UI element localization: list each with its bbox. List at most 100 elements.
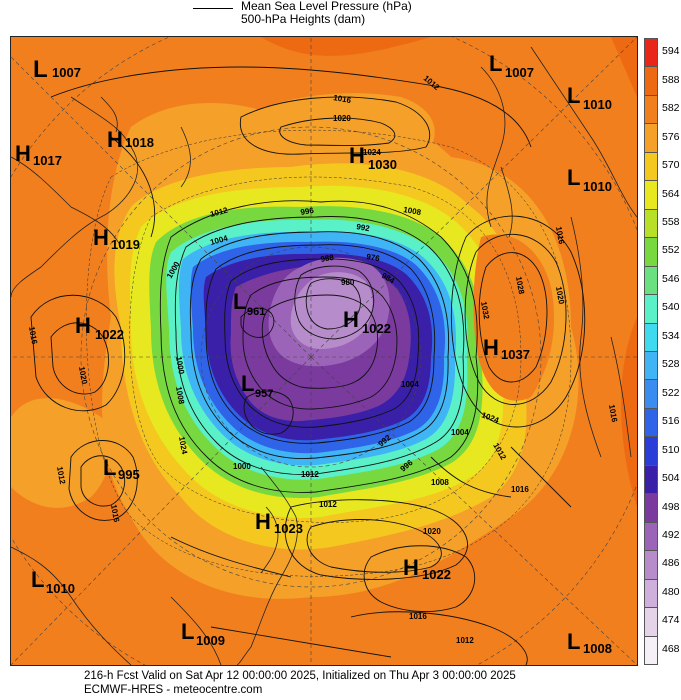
- isobar-label: 1008: [403, 205, 423, 217]
- pressure-center: L 1007: [489, 51, 534, 80]
- colorbar-swatch: [644, 521, 658, 552]
- svg-text:L: L: [567, 83, 580, 108]
- svg-text:H: H: [349, 143, 365, 168]
- svg-text:L: L: [241, 371, 254, 396]
- colorbar-swatch: [644, 294, 658, 324]
- svg-text:1017: 1017: [33, 153, 62, 168]
- isobar-label: 992: [356, 222, 371, 233]
- svg-text:1008: 1008: [583, 641, 612, 656]
- colorbar-swatch: [644, 351, 658, 381]
- svg-text:H: H: [483, 335, 499, 360]
- svg-text:L: L: [489, 51, 502, 76]
- colorbar-label: 486: [662, 557, 680, 570]
- colorbar-label: 570: [662, 159, 680, 172]
- isobar-label: 1000: [233, 462, 251, 471]
- pressure-center: H 1022: [343, 307, 391, 336]
- colorbar-label: 534: [662, 329, 680, 342]
- pressure-center: L 1009: [181, 619, 225, 648]
- colorbar-label: 588: [662, 73, 680, 86]
- model-source-text: ECMWF-HRES - meteocentre.com: [84, 684, 263, 696]
- shade-west-ridge: [11, 398, 112, 508]
- isobar-label: 1020: [554, 286, 566, 306]
- svg-text:H: H: [75, 313, 91, 338]
- isobar-label: 988: [320, 253, 335, 264]
- colorbar-swatch: [644, 94, 658, 125]
- colorbar-swatch: [644, 464, 658, 495]
- colorbar-swatch: [644, 379, 658, 409]
- isobar-label: 1016: [554, 226, 566, 246]
- forecast-valid-text: 216-h Fcst Valid on Sat Apr 12 00:00:00 …: [84, 670, 516, 682]
- colorbar-label: 564: [662, 187, 680, 200]
- isobar-label: 1028: [514, 276, 526, 296]
- colorbar-label: 504: [662, 472, 680, 485]
- isobar-label: 1000: [174, 356, 186, 376]
- isobar-label: 996: [300, 206, 315, 217]
- svg-text:L: L: [567, 165, 580, 190]
- isobar-label: 1020: [423, 527, 441, 536]
- colorbar-label: 522: [662, 386, 680, 399]
- svg-text:L: L: [567, 629, 580, 654]
- colorbar-label: 516: [662, 415, 680, 428]
- svg-text:1007: 1007: [52, 65, 81, 80]
- colorbar: 468 474 480 486 492 498 504 510 516 522 528 534 540 5…: [644, 38, 680, 665]
- isobar-label: 1004: [451, 428, 469, 437]
- svg-text:961: 961: [247, 306, 265, 318]
- legend: Mean Sea Level Pressure (hPa) 500-hPa He…: [0, 0, 681, 34]
- svg-text:1009: 1009: [196, 633, 225, 648]
- pressure-center: H 1030: [349, 143, 397, 172]
- isobar-label: 1016: [607, 404, 619, 424]
- isobar-label: 1016: [333, 93, 353, 105]
- legend-heights-label: 500-hPa Heights (dam): [241, 12, 366, 26]
- isobar-label: 1016: [27, 326, 39, 346]
- pressure-center: L 1008: [567, 629, 612, 656]
- isobar-label: 1016: [409, 612, 427, 621]
- isobar-label: 1012: [319, 500, 337, 509]
- svg-text:1022: 1022: [95, 327, 124, 342]
- svg-text:H: H: [15, 141, 31, 166]
- svg-text:L: L: [233, 289, 246, 314]
- colorbar-label: 528: [662, 358, 680, 371]
- svg-text:L: L: [103, 455, 116, 480]
- isobar-label: 1024: [363, 148, 381, 157]
- colorbar-swatch: [644, 407, 658, 438]
- colorbar-label: 510: [662, 443, 680, 456]
- colorbar-label: 582: [662, 102, 680, 115]
- pressure-center: L 1010: [567, 83, 612, 112]
- pressure-center: L 961: [233, 289, 265, 318]
- colorbar-swatch: [644, 180, 658, 210]
- colorbar-swatch: [644, 550, 658, 580]
- isobar-label: 1012: [55, 466, 67, 486]
- isobar-label: 1012: [456, 636, 474, 645]
- colorbar-swatch: [644, 607, 658, 637]
- colorbar-label: 468: [662, 642, 680, 655]
- colorbar-label: 576: [662, 130, 680, 143]
- isobar-label: 1016: [511, 485, 529, 494]
- colorbar-swatch: [644, 635, 658, 665]
- colorbar-swatch: [644, 151, 658, 182]
- isobar-label: 1016: [109, 504, 121, 524]
- isobars: [30, 66, 586, 665]
- svg-text:957: 957: [255, 388, 273, 400]
- colorbar-swatch: [644, 66, 658, 96]
- isobar-label: 980: [341, 278, 355, 287]
- legend-mslp-label: Mean Sea Level Pressure (hPa): [241, 0, 412, 13]
- svg-text:H: H: [343, 307, 359, 332]
- colorbar-label: 594: [662, 45, 680, 58]
- colorbar-label: 546: [662, 272, 680, 285]
- pressure-center: H 1022: [75, 313, 124, 342]
- svg-text:H: H: [93, 225, 109, 250]
- svg-text:1010: 1010: [46, 581, 75, 596]
- colorbar-swatch: [644, 578, 658, 609]
- colorbar-swatch: [644, 123, 658, 153]
- svg-text:L: L: [33, 56, 48, 83]
- svg-text:H: H: [255, 509, 271, 534]
- colorbar-label: 492: [662, 528, 680, 541]
- weather-map: 1016 1020 1024 1012 1012 1004 996 1008 9…: [10, 36, 638, 666]
- isobar-label: 976: [366, 252, 381, 263]
- isobar-label: 1020: [333, 114, 351, 123]
- shade-east-ridge: [473, 234, 555, 401]
- footer: 216-h Fcst Valid on Sat Apr 12 00:00:00 …: [0, 668, 681, 700]
- pressure-center: H 1037: [483, 335, 530, 362]
- graticule: [11, 37, 637, 665]
- svg-text:1007: 1007: [505, 65, 534, 80]
